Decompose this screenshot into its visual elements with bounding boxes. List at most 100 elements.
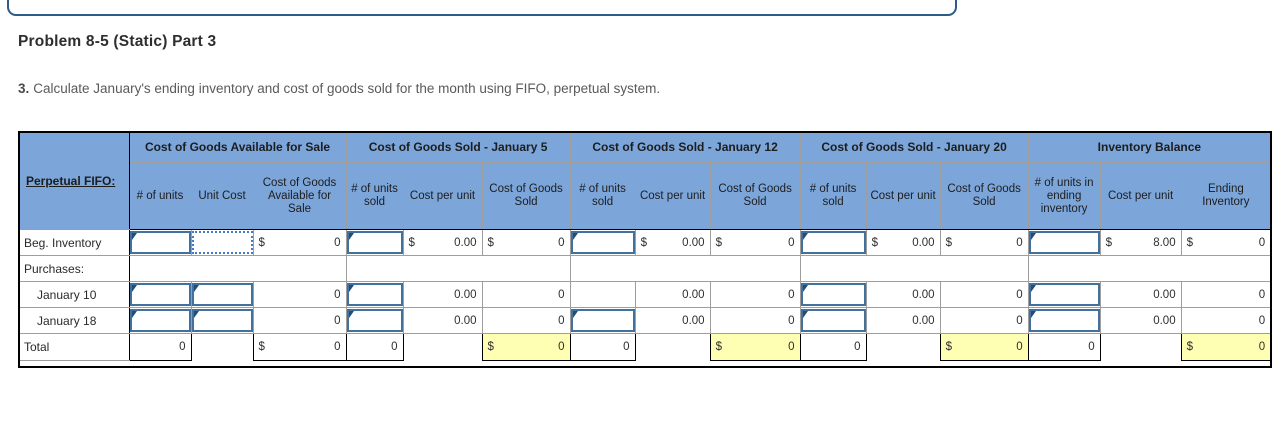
ending-beg-units-input[interactable] bbox=[1029, 231, 1100, 254]
col-header-jan12-units-sold: # of units sold bbox=[569, 162, 636, 230]
ending-jan10-units-input[interactable] bbox=[1029, 283, 1100, 306]
col-header-ending-units: # of units in ending inventory bbox=[1027, 162, 1101, 230]
spacer-cell bbox=[19, 360, 1272, 367]
row-january-10: January 10 0 0.00 0 0.00 0 0.00 0 0.00 0 bbox=[18, 281, 1272, 308]
jan20-total-cogs-highlighted: $0 bbox=[939, 333, 1029, 361]
empty-cell bbox=[128, 255, 347, 282]
empty-cell bbox=[403, 333, 483, 361]
col-header-jan5-cogs: Cost of Goods Sold bbox=[481, 162, 571, 230]
cell bbox=[190, 281, 254, 308]
jan18-unit-cost-input[interactable] bbox=[192, 309, 252, 332]
col-header-jan12-cogs: Cost of Goods Sold bbox=[709, 162, 801, 230]
jan20-jan18-units-sold-input[interactable] bbox=[801, 309, 866, 332]
jan5-jan10-units-sold-input[interactable] bbox=[347, 283, 403, 306]
ending-jan10-inventory-value: 0 bbox=[1180, 281, 1272, 308]
col-header-ending-cost-per-unit: Cost per unit bbox=[1099, 162, 1182, 230]
jan10-units-input[interactable] bbox=[130, 283, 190, 306]
cell bbox=[569, 229, 636, 256]
ending-jan18-cost-per-unit: 0.00 bbox=[1099, 307, 1182, 334]
jan20-jan18-cost-per-unit: 0.00 bbox=[865, 307, 941, 334]
col-header-units: # of units bbox=[128, 162, 192, 230]
jan12-jan18-units-sold-input[interactable] bbox=[571, 309, 635, 332]
cell bbox=[128, 229, 192, 256]
jan20-beg-cogs: $0 bbox=[939, 229, 1029, 256]
jan5-total-cogs-highlighted: $0 bbox=[481, 333, 571, 361]
jan5-jan18-units-sold-input[interactable] bbox=[347, 309, 403, 332]
empty-cell bbox=[569, 255, 801, 282]
empty-cell bbox=[191, 333, 253, 361]
ending-inventory-total-highlighted: $0 bbox=[1180, 333, 1272, 361]
section-header-cogs-jan12: Cost of Goods Sold - January 12 bbox=[569, 131, 801, 163]
jan5-jan10-cogs: 0 bbox=[481, 281, 571, 308]
section-header-cogs-jan5: Cost of Goods Sold - January 5 bbox=[345, 131, 571, 163]
jan12-total-cogs-highlighted: $0 bbox=[709, 333, 801, 361]
cell bbox=[1027, 307, 1101, 334]
ending-beg-cost-per-unit: $8.00 bbox=[1099, 229, 1182, 256]
beg-units-input[interactable] bbox=[130, 231, 190, 254]
jan20-jan10-cogs: 0 bbox=[939, 281, 1029, 308]
col-header-ending-inventory: Ending Inventory bbox=[1180, 162, 1272, 230]
jan12-beg-units-sold-input[interactable] bbox=[571, 231, 635, 254]
cell bbox=[799, 307, 867, 334]
fifo-worksheet-table: Perpetual FIFO: Cost of Goods Available … bbox=[18, 131, 1273, 368]
instruction-number: 3. bbox=[18, 81, 30, 96]
instruction-body: Calculate January's ending inventory and… bbox=[33, 81, 661, 96]
cell bbox=[569, 307, 636, 334]
row-label-january-18: January 18 bbox=[18, 307, 130, 334]
cell bbox=[190, 229, 254, 256]
section-header-inventory-balance: Inventory Balance bbox=[1027, 131, 1272, 163]
jan20-beg-cost-per-unit: $0.00 bbox=[865, 229, 941, 256]
jan5-total-units-sold: 0 bbox=[345, 333, 404, 361]
jan18-cogas-value: 0 bbox=[252, 307, 347, 334]
cell bbox=[1027, 229, 1101, 256]
cell bbox=[799, 281, 867, 308]
ending-jan18-units-input[interactable] bbox=[1029, 309, 1100, 332]
cell bbox=[799, 229, 867, 256]
jan20-jan10-units-sold-input[interactable] bbox=[801, 283, 866, 306]
jan5-jan10-cost-per-unit: 0.00 bbox=[402, 281, 483, 308]
jan12-jan10-cogs: 0 bbox=[709, 281, 801, 308]
col-header-jan5-cost-per-unit: Cost per unit bbox=[402, 162, 483, 230]
cell bbox=[345, 307, 404, 334]
jan5-beg-units-sold-input[interactable] bbox=[347, 231, 403, 254]
col-header-jan5-units-sold: # of units sold bbox=[345, 162, 404, 230]
corner-label: Perpetual FIFO: bbox=[18, 131, 130, 230]
instruction-text: 3. Calculate January's ending inventory a… bbox=[18, 81, 660, 96]
row-january-18: January 18 0 0.00 0 0.00 0 0.00 0 0.00 0 bbox=[18, 307, 1272, 334]
jan12-total-units-sold: 0 bbox=[569, 333, 636, 361]
ending-total-units: 0 bbox=[1027, 333, 1101, 361]
cell bbox=[190, 307, 254, 334]
row-label-beg-inventory: Beg. Inventory bbox=[18, 229, 130, 256]
col-header-jan12-cost-per-unit: Cost per unit bbox=[634, 162, 711, 230]
row-total: Total 0 $0 0 $0 0 $0 0 $0 0 $0 bbox=[18, 333, 1272, 361]
row-purchases: Purchases: bbox=[18, 255, 1272, 282]
empty-cell bbox=[635, 333, 711, 361]
section-header-cogs-jan20: Cost of Goods Sold - January 20 bbox=[799, 131, 1029, 163]
empty-cell bbox=[1027, 255, 1272, 282]
jan20-beg-units-sold-input[interactable] bbox=[801, 231, 866, 254]
col-header-cogas: Cost of Goods Available for Sale bbox=[252, 162, 347, 230]
col-header-jan20-cogs: Cost of Goods Sold bbox=[939, 162, 1029, 230]
empty-cell bbox=[345, 255, 571, 282]
col-header-unit-cost: Unit Cost bbox=[190, 162, 254, 230]
ending-jan10-cost-per-unit: 0.00 bbox=[1099, 281, 1182, 308]
beg-cogas-value: $0 bbox=[252, 229, 347, 256]
total-units: 0 bbox=[128, 333, 192, 361]
jan10-cogas-value: 0 bbox=[252, 281, 347, 308]
cell bbox=[345, 229, 404, 256]
jan20-jan10-cost-per-unit: 0.00 bbox=[865, 281, 941, 308]
jan20-jan18-cogs: 0 bbox=[939, 307, 1029, 334]
ending-beg-inventory-value: $0 bbox=[1180, 229, 1272, 256]
beg-unit-cost-input-selected[interactable] bbox=[192, 231, 252, 254]
cell bbox=[128, 307, 192, 334]
table-bottom-spacer bbox=[19, 360, 1272, 367]
cell bbox=[1027, 281, 1101, 308]
cell bbox=[345, 281, 404, 308]
ending-jan18-inventory-value: 0 bbox=[1180, 307, 1272, 334]
jan10-unit-cost-input[interactable] bbox=[192, 283, 252, 306]
jan18-units-input[interactable] bbox=[130, 309, 190, 332]
jan12-beg-cost-per-unit: $0.00 bbox=[634, 229, 711, 256]
jan12-jan18-cogs: 0 bbox=[709, 307, 801, 334]
page-title: Problem 8-5 (Static) Part 3 bbox=[18, 33, 217, 50]
empty-cell bbox=[569, 281, 636, 308]
